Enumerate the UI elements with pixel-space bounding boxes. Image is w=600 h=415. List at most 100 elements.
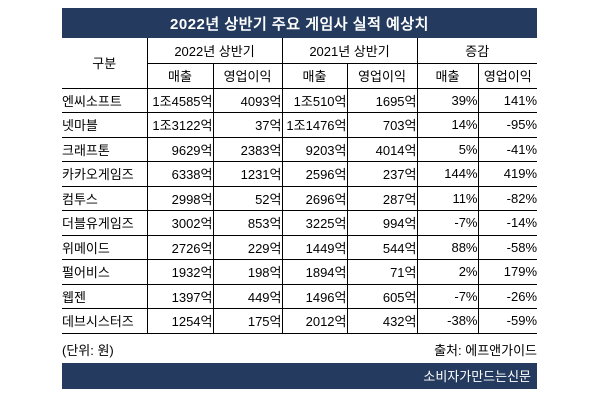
header-sub-row: 매출 영업이익 매출 영업이익 매출 영업이익 bbox=[62, 62, 538, 89]
company-cell: 데브시스터즈 bbox=[62, 308, 148, 334]
value-cell: 287억 bbox=[346, 185, 418, 211]
value-cell: 5% bbox=[416, 136, 479, 162]
value-cell: 1397억 bbox=[146, 283, 214, 309]
table-row: 펄어비스 1932억 198억 1894억 71억 2% 179% bbox=[62, 259, 538, 285]
column-header-sales-2022: 매출 bbox=[147, 62, 214, 89]
company-cell: 크래프톤 bbox=[62, 136, 148, 162]
page-title: 2022년 상반기 주요 게임사 실적 예상치 bbox=[170, 15, 429, 33]
value-cell: 179% bbox=[477, 259, 538, 285]
value-cell: 4014억 bbox=[346, 136, 418, 162]
value-cell: 2012억 bbox=[281, 308, 348, 334]
value-cell: 1932억 bbox=[146, 259, 214, 285]
company-cell: 넷마블 bbox=[62, 112, 148, 138]
header-group-row: 구분 2022년 상반기 2021년 상반기 증감 bbox=[62, 38, 538, 89]
value-cell: 2726억 bbox=[146, 234, 214, 260]
column-group-2021h1: 2021년 상반기 bbox=[281, 38, 418, 64]
value-cell: -26% bbox=[477, 283, 538, 309]
value-cell: -41% bbox=[477, 136, 538, 162]
value-cell: 4093억 bbox=[212, 87, 283, 113]
value-cell: 1254억 bbox=[146, 308, 214, 334]
table-row: 엔씨소프트 1조4585억 4093억 1조510억 1695억 39% 141… bbox=[62, 87, 538, 113]
value-cell: -59% bbox=[477, 308, 538, 334]
value-cell: 544억 bbox=[346, 234, 418, 260]
value-cell: 6338억 bbox=[146, 161, 214, 187]
company-cell: 컴투스 bbox=[62, 185, 148, 211]
value-cell: 1894억 bbox=[281, 259, 348, 285]
value-cell: 11% bbox=[416, 185, 479, 211]
value-cell: 703억 bbox=[346, 112, 418, 138]
value-cell: -14% bbox=[477, 210, 538, 236]
value-cell: 2% bbox=[416, 259, 479, 285]
value-cell: 1조4585억 bbox=[146, 87, 214, 113]
value-cell: 71억 bbox=[346, 259, 418, 285]
table-row: 웹젠 1397억 449억 1496억 605억 -7% -26% bbox=[62, 283, 538, 309]
column-header-profit-2021: 영업이익 bbox=[346, 62, 418, 89]
table-row: 크래프톤 9629억 2383억 9203억 4014억 5% -41% bbox=[62, 136, 538, 162]
value-cell: -38% bbox=[416, 308, 479, 334]
company-cell: 위메이드 bbox=[62, 234, 148, 260]
table-row: 컴투스 2998억 52억 2696억 287억 11% -82% bbox=[62, 185, 538, 211]
value-cell: 144% bbox=[416, 161, 479, 187]
value-cell: 141% bbox=[477, 87, 538, 113]
value-cell: 39% bbox=[416, 87, 479, 113]
earnings-table: 구분 2022년 상반기 2021년 상반기 증감 매출 영업이익 매출 영업이… bbox=[62, 38, 538, 334]
column-group-change: 증감 bbox=[416, 38, 538, 64]
value-cell: 432억 bbox=[346, 308, 418, 334]
value-cell: 1조3122억 bbox=[146, 112, 214, 138]
value-cell: -7% bbox=[416, 283, 479, 309]
value-cell: 2596억 bbox=[281, 161, 348, 187]
footer-notes: (단위: 원) 출처: 에프앤가이드 bbox=[62, 334, 537, 363]
value-cell: 1조1476억 bbox=[281, 112, 348, 138]
value-cell: 237억 bbox=[346, 161, 418, 187]
company-cell: 카카오게임즈 bbox=[62, 161, 148, 187]
table-header: 구분 2022년 상반기 2021년 상반기 증감 매출 영업이익 매출 영업이… bbox=[62, 38, 538, 89]
value-cell: 14% bbox=[416, 112, 479, 138]
value-cell: 2998억 bbox=[146, 185, 214, 211]
value-cell: 994억 bbox=[346, 210, 418, 236]
brand-name: 소비자가만드는신문 bbox=[423, 369, 531, 384]
infographic: 2022년 상반기 주요 게임사 실적 예상치 구분 2022년 상반기 202… bbox=[62, 8, 538, 389]
value-cell: 419% bbox=[477, 161, 538, 187]
source-note: 출처: 에프앤가이드 bbox=[434, 343, 537, 358]
column-header-sales-2021: 매출 bbox=[281, 62, 348, 89]
value-cell: 1496억 bbox=[281, 283, 348, 309]
title-bar: 2022년 상반기 주요 게임사 실적 예상치 bbox=[62, 8, 537, 38]
value-cell: 1449억 bbox=[281, 234, 348, 260]
value-cell: 1조510억 bbox=[281, 87, 348, 113]
value-cell: -95% bbox=[477, 112, 538, 138]
value-cell: -58% bbox=[477, 234, 538, 260]
column-group-2022h1: 2022년 상반기 bbox=[146, 38, 283, 64]
unit-note: (단위: 원) bbox=[62, 343, 114, 358]
table-row: 위메이드 2726억 229억 1449억 544억 88% -58% bbox=[62, 234, 538, 260]
value-cell: 1695억 bbox=[346, 87, 418, 113]
company-cell: 엔씨소프트 bbox=[62, 87, 148, 113]
value-cell: -82% bbox=[477, 185, 538, 211]
table-row: 더블유게임즈 3002억 853억 3225억 994억 -7% -14% bbox=[62, 210, 538, 236]
value-cell: 853억 bbox=[212, 210, 283, 236]
table-row: 넷마블 1조3122억 37억 1조1476억 703억 14% -95% bbox=[62, 112, 538, 138]
column-header-sales-change: 매출 bbox=[416, 62, 479, 89]
value-cell: 229억 bbox=[212, 234, 283, 260]
value-cell: 3002억 bbox=[146, 210, 214, 236]
value-cell: 9629억 bbox=[146, 136, 214, 162]
table-body: 엔씨소프트 1조4585억 4093억 1조510억 1695억 39% 141… bbox=[62, 87, 538, 334]
value-cell: 2696억 bbox=[281, 185, 348, 211]
value-cell: 2383억 bbox=[212, 136, 283, 162]
value-cell: 9203억 bbox=[281, 136, 348, 162]
brand-bar: 소비자가만드는신문 bbox=[62, 362, 537, 389]
value-cell: 449억 bbox=[212, 283, 283, 309]
table-row: 카카오게임즈 6338억 1231억 2596억 237억 144% 419% bbox=[62, 161, 538, 187]
value-cell: 175억 bbox=[212, 308, 283, 334]
value-cell: 1231억 bbox=[212, 161, 283, 187]
company-cell: 펄어비스 bbox=[62, 259, 148, 285]
value-cell: 52억 bbox=[212, 185, 283, 211]
column-header-category: 구분 bbox=[62, 38, 148, 89]
table-row: 데브시스터즈 1254억 175억 2012억 432억 -38% -59% bbox=[62, 308, 538, 334]
value-cell: 88% bbox=[416, 234, 479, 260]
value-cell: 37억 bbox=[212, 112, 283, 138]
value-cell: 198억 bbox=[212, 259, 283, 285]
column-header-profit-change: 영업이익 bbox=[477, 62, 538, 89]
company-cell: 웹젠 bbox=[62, 283, 148, 309]
value-cell: 3225억 bbox=[281, 210, 348, 236]
company-cell: 더블유게임즈 bbox=[62, 210, 148, 236]
